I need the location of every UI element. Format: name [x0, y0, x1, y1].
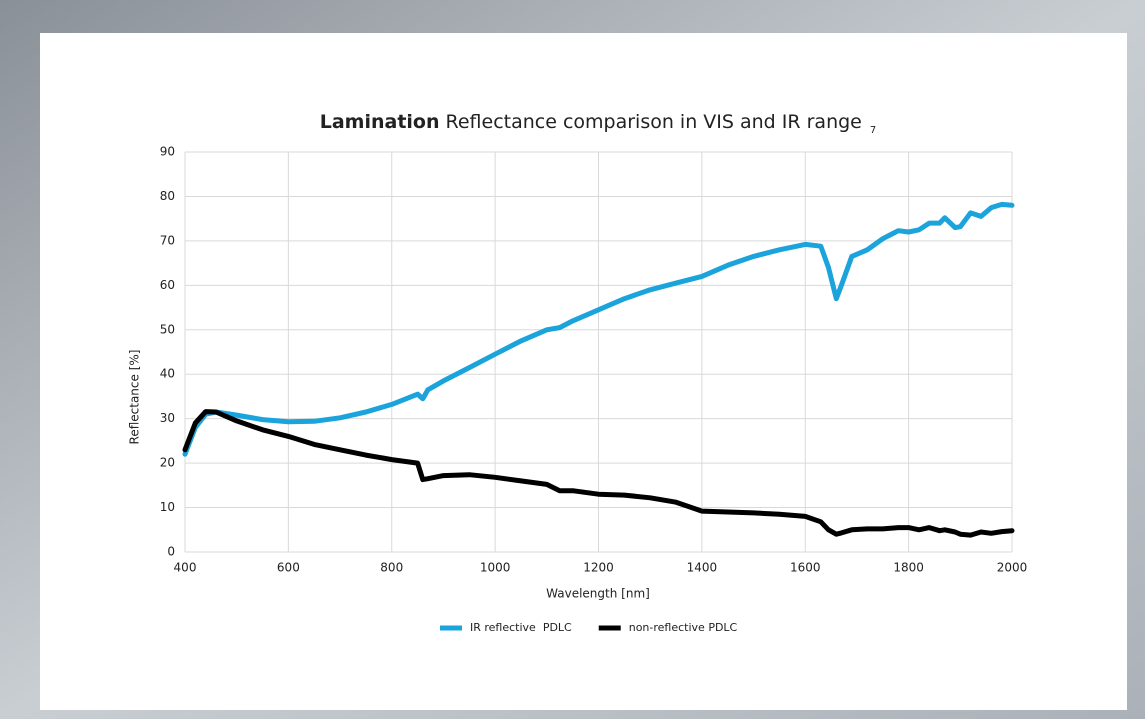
y-tick-label: 40: [160, 367, 175, 381]
x-tick-label: 1400: [687, 561, 718, 575]
legend-label: non-reflective PDLC: [629, 621, 738, 634]
y-tick-label: 50: [160, 322, 175, 336]
y-tick-label: 70: [160, 233, 175, 247]
y-tick-label: 60: [160, 278, 175, 292]
x-tick-label: 1600: [790, 561, 821, 575]
y-tick-label: 80: [160, 189, 175, 203]
screenshot: Lamination Reflectance comparison in VIS …: [0, 0, 1145, 719]
x-tick-label: 1000: [480, 561, 511, 575]
legend-label: IR reflective PDLC: [470, 621, 572, 634]
y-tick-label: 0: [167, 545, 175, 559]
x-axis-title: Wavelength [nm]: [546, 587, 650, 601]
panel: [40, 33, 1127, 710]
x-tick-label: 1800: [893, 561, 924, 575]
title-note: 7: [870, 125, 876, 136]
x-tick-label: 400: [174, 561, 197, 575]
y-tick-label: 10: [160, 500, 175, 514]
x-tick-label: 1200: [583, 561, 614, 575]
y-tick-label: 30: [160, 411, 175, 425]
y-tick-label: 90: [160, 145, 175, 159]
y-axis-title: Reflectance [%]: [128, 350, 142, 445]
x-tick-label: 600: [277, 561, 300, 575]
y-tick-label: 20: [160, 456, 175, 470]
title-bold: Lamination: [320, 111, 440, 133]
x-tick-label: 2000: [997, 561, 1028, 575]
chart-title: Lamination Reflectance comparison in VIS …: [320, 111, 877, 137]
title-text: Reflectance comparison in VIS and IR ran…: [446, 111, 862, 133]
x-tick-label: 800: [380, 561, 403, 575]
